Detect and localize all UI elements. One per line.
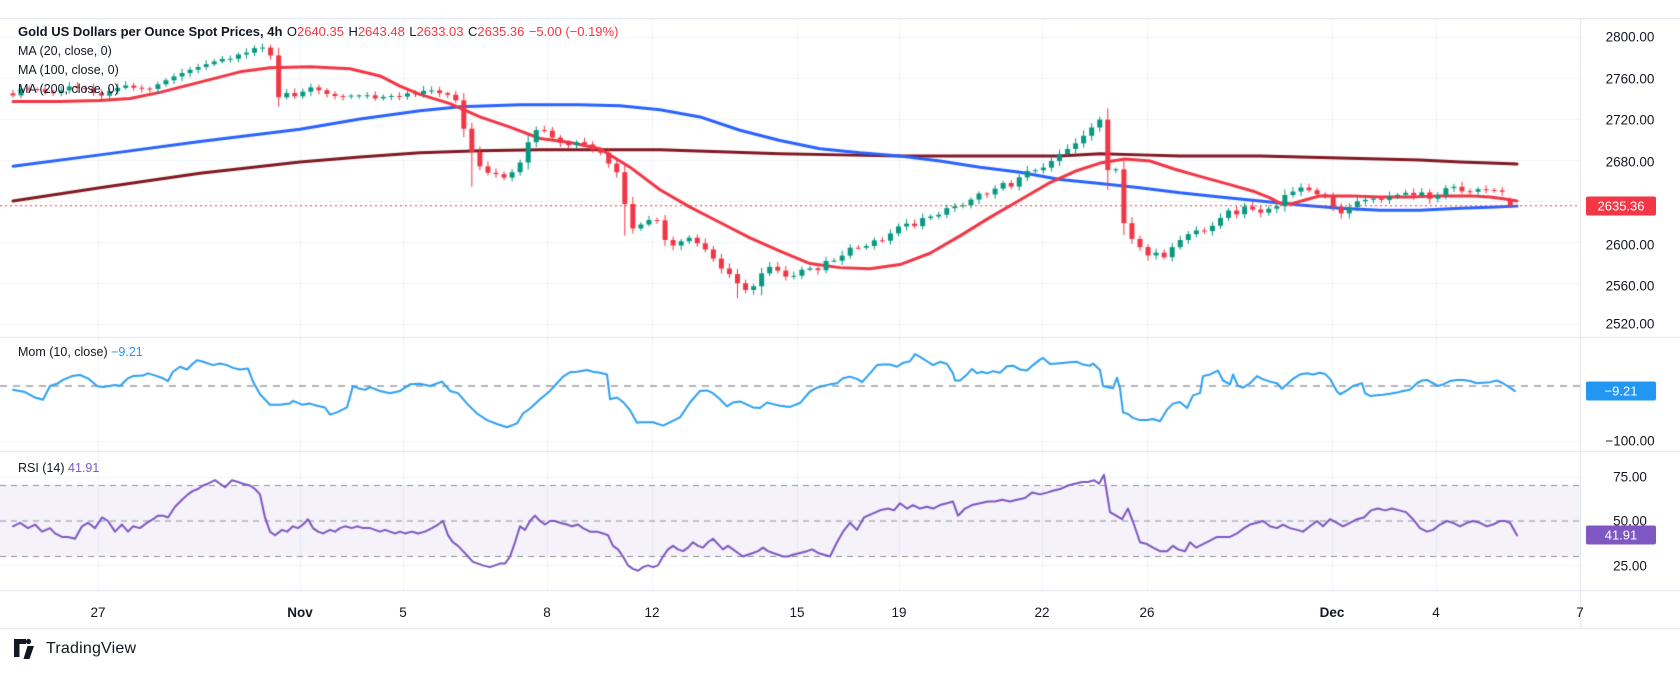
price-chart-canvas[interactable] bbox=[0, 0, 1680, 674]
trading-chart-app: Gold US Dollars per Ounce Spot Prices, 4… bbox=[0, 0, 1680, 674]
